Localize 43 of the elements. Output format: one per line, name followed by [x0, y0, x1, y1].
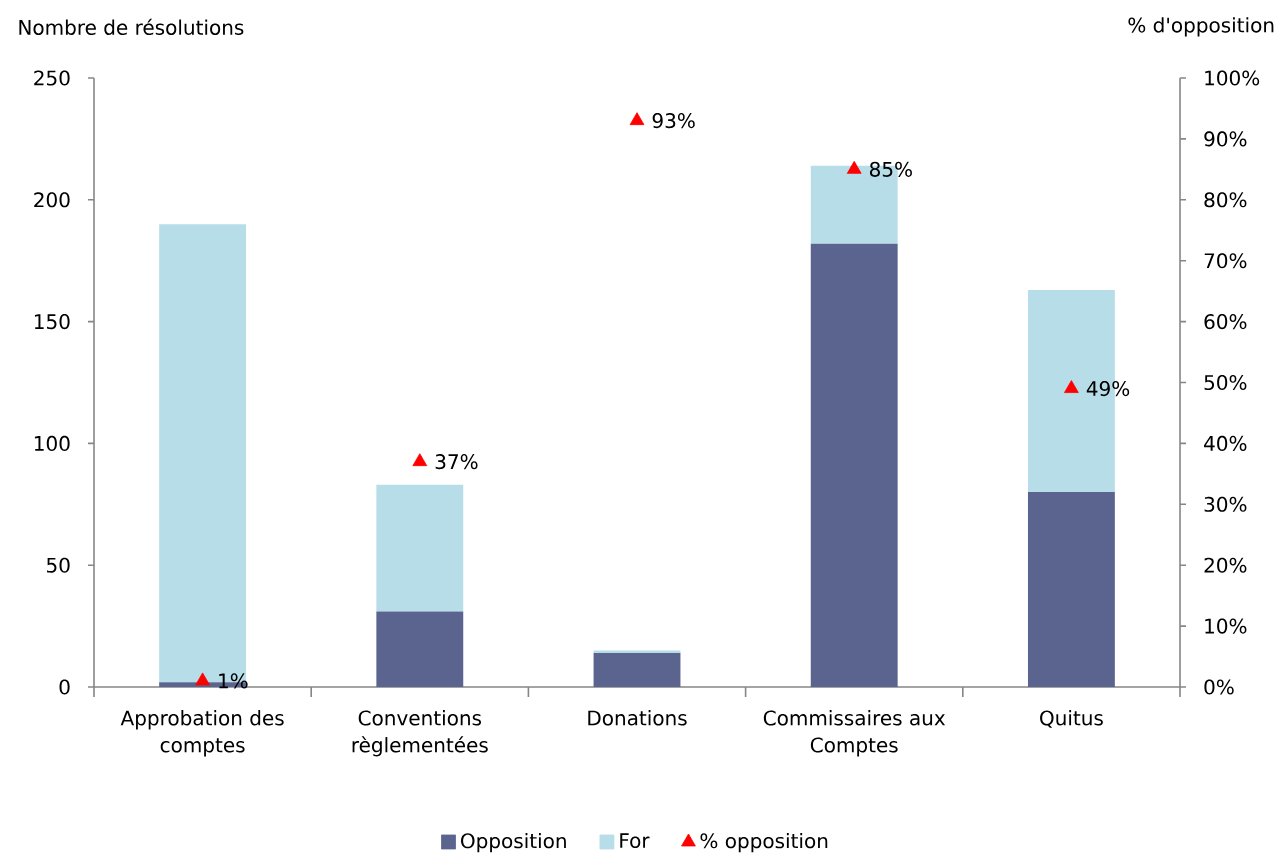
point [629, 112, 645, 126]
y2-tick-label: 10% [1205, 618, 1247, 634]
bar [593, 650, 681, 653]
y2-axis-title: % d'opposition [1128, 17, 1274, 37]
bar [593, 652, 681, 687]
y-tick-label: 100 [34, 435, 70, 451]
y-tick-label: 50 [47, 557, 70, 573]
x-tick-label: Conventions règlementées [352, 710, 488, 757]
point [846, 160, 862, 174]
point [1064, 380, 1079, 393]
y2-tick-label: 80% [1204, 192, 1247, 208]
y2-tick-label: 60% [1204, 314, 1247, 330]
data-label: 85% [869, 161, 912, 177]
legend-label: For [620, 833, 650, 849]
y2-tick-label: 30% [1204, 496, 1247, 512]
bar [376, 484, 464, 612]
legend-label: % opposition [700, 832, 828, 853]
y2-tick-label: 50% [1204, 374, 1247, 391]
data-label: 37% [435, 454, 478, 470]
y-tick-label: 0 [59, 679, 70, 695]
y2-tick-label: 70% [1204, 253, 1247, 269]
x-tick-label: Approbation des comptes [120, 710, 284, 757]
data-label: 93% [652, 113, 695, 129]
y-tick-label: 250 [34, 70, 70, 86]
bar [810, 243, 898, 687]
legend-label: Opposition [461, 832, 566, 853]
data-label: 1% [219, 673, 248, 689]
x-tick-label: Donations [588, 710, 687, 726]
x-tick-label: Quitus [1040, 710, 1103, 728]
y-axis-title: Nombre de résolutions [19, 18, 244, 35]
y2-tick-label: 40% [1204, 435, 1247, 451]
y2-tick-label: 100% [1205, 70, 1260, 86]
bar [1027, 492, 1115, 687]
bar [376, 611, 464, 687]
y-tick-label: 200 [34, 192, 70, 208]
y2-tick-label: 90% [1204, 131, 1247, 147]
point [195, 672, 210, 686]
y-tick-label: 150 [34, 314, 70, 330]
data-label: 49% [1086, 381, 1130, 397]
point [412, 453, 428, 467]
y2-tick-label: 0% [1204, 679, 1234, 695]
y2-tick-label: 20% [1204, 557, 1247, 573]
x-tick-label: Commissaires aux Comptes [763, 710, 946, 757]
